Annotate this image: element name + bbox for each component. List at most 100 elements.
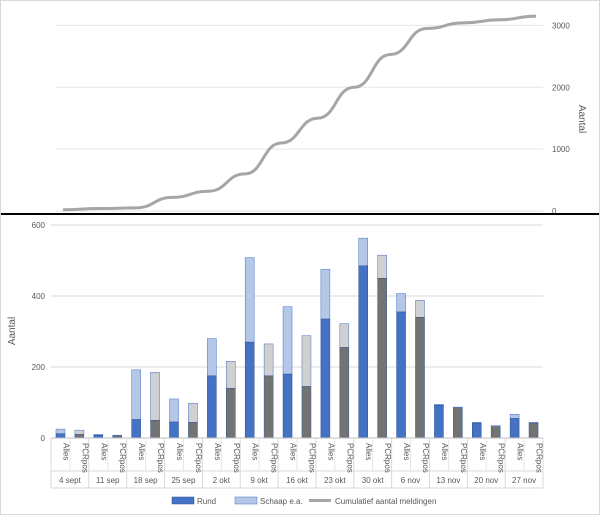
x-week-label-7: 23 okt — [324, 476, 347, 485]
legend-label-schaap: Schaap e.a. — [260, 497, 303, 506]
bar-series — [55, 237, 539, 439]
bar-rund-pcrpos-10 — [453, 407, 463, 439]
x-category-label-pcrpos-3: PCRpos — [194, 443, 203, 473]
line-tick-label-3: 3000 — [552, 21, 570, 30]
bar-chart-y-ticks: 0 200 400 600 — [32, 221, 46, 443]
bar-rund-pcrpos-6 — [301, 386, 312, 439]
bar-schaap-alles-12 — [509, 413, 520, 419]
bar-chart-y-axis-label: Aantal — [7, 317, 18, 345]
x-category-label-pcrpos-1: PCRpos — [118, 443, 127, 473]
x-category-label-alles-2: Alles — [137, 443, 146, 460]
bar-rund-pcrpos-0 — [74, 434, 85, 439]
x-week-label-9: 6 nov — [401, 476, 421, 485]
bar-rund-alles-11 — [472, 422, 482, 439]
line-tick-label-1: 1000 — [552, 145, 570, 154]
x-category-label-pcrpos-11: PCRpos — [497, 443, 506, 473]
x-category-label-alles-0: Alles — [61, 443, 70, 460]
bar-schaap-alles-0 — [55, 428, 66, 434]
line-tick-label-0: 0 — [552, 207, 557, 216]
x-category-label-pcrpos-12: PCRpos — [535, 443, 544, 473]
x-week-label-1: 11 sep — [96, 476, 120, 485]
x-category-label-alles-8: Alles — [364, 443, 373, 460]
line-tick-label-2: 2000 — [552, 83, 570, 92]
bar-rund-pcrpos-4 — [226, 388, 236, 439]
bar-schaap-pcrpos-5 — [263, 343, 274, 377]
bar-schaap-pcrpos-9 — [415, 300, 425, 318]
bar-chart-x-axis: Alles PCRpos 4 sept Alles PCRpos 11 sep Alles P… — [50, 437, 544, 489]
x-category-label-alles-5: Alles — [251, 443, 260, 460]
line-chart-y-axis-label: Aantal — [576, 105, 587, 133]
bar-rund-pcrpos-9 — [415, 317, 425, 439]
x-category-label-alles-6: Alles — [289, 443, 298, 460]
x-week-label-10: 13 nov — [436, 476, 460, 485]
x-category-label-pcrpos-2: PCRpos — [156, 443, 165, 473]
bar-rund-pcrpos-5 — [263, 375, 274, 439]
legend-swatch-rund — [171, 496, 195, 505]
bar-tick-label-1: 200 — [32, 363, 46, 372]
bar-schaap-alles-2 — [131, 369, 141, 420]
x-week-label-3: 25 sep — [171, 476, 196, 485]
bar-rund-alles-5 — [244, 341, 255, 439]
bar-schaap-pcrpos-7 — [339, 323, 350, 348]
bar-schaap-pcrpos-0 — [74, 429, 85, 435]
bar-rund-alles-9 — [396, 311, 406, 439]
x-week-label-6: 16 okt — [286, 476, 309, 485]
bar-rund-pcrpos-3 — [188, 422, 198, 439]
x-category-label-alles-11: Alles — [478, 443, 487, 460]
bar-chart-gridlines — [51, 224, 543, 439]
bar-schaap-alles-7 — [320, 269, 331, 320]
x-week-label-5: 9 okt — [250, 476, 268, 485]
bar-rund-alles-8 — [358, 265, 368, 439]
bar-rund-pcrpos-12 — [528, 422, 539, 439]
bar-rund-alles-0 — [55, 433, 66, 439]
legend-swatch-schaap — [234, 496, 258, 505]
x-category-label-pcrpos-9: PCRpos — [421, 443, 430, 473]
bar-schaap-alles-6 — [282, 306, 293, 375]
cumulative-line — [62, 14, 537, 212]
x-category-label-alles-9: Alles — [402, 443, 411, 460]
x-category-label-alles-10: Alles — [440, 443, 449, 460]
x-week-label-8: 30 okt — [362, 476, 385, 485]
bar-tick-label-0: 0 — [41, 434, 46, 443]
bar-schaap-pcrpos-3 — [188, 402, 198, 423]
bar-schaap-pcrpos-2 — [150, 372, 160, 421]
bar-tick-label-2: 400 — [32, 292, 46, 301]
x-category-label-pcrpos-7: PCRpos — [345, 443, 354, 473]
x-category-label-alles-1: Alles — [99, 443, 108, 460]
bar-schaap-pcrpos-8 — [377, 254, 387, 279]
bar-rund-alles-7 — [320, 318, 331, 439]
legend-label-rund: Rund — [197, 497, 216, 506]
bar-rund-alles-2 — [131, 419, 141, 439]
x-category-label-pcrpos-6: PCRpos — [307, 443, 316, 473]
bar-rund-alles-4 — [207, 375, 217, 439]
legend: Rund Schaap e.a. Cumulatief aantal meldi… — [171, 496, 436, 506]
x-week-label-4: 2 okt — [213, 476, 231, 485]
legend-label-cumulatief: Cumulatief aantal meldingen — [335, 497, 436, 506]
bar-rund-pcrpos-8 — [377, 278, 387, 439]
x-week-label-2: 18 sep — [134, 476, 159, 485]
bar-tick-label-3: 600 — [32, 221, 46, 230]
x-week-label-0: 4 sept — [59, 476, 82, 485]
x-category-label-pcrpos-4: PCRpos — [232, 443, 241, 473]
x-week-label-12: 27 nov — [512, 476, 536, 485]
bar-schaap-alles-3 — [169, 398, 179, 423]
bar-rund-alles-3 — [169, 421, 179, 439]
bar-schaap-alles-5 — [244, 257, 255, 343]
bar-schaap-pcrpos-4 — [226, 361, 236, 389]
line-chart-gridlines — [56, 24, 543, 212]
bar-schaap-alles-4 — [207, 338, 217, 377]
x-category-label-alles-12: Alles — [516, 443, 525, 460]
bar-rund-alles-10 — [434, 405, 444, 439]
bar-rund-pcrpos-2 — [150, 420, 160, 439]
x-category-label-alles-7: Alles — [326, 443, 335, 460]
x-week-label-11: 20 nov — [474, 476, 498, 485]
line-chart-y-ticks: 0 1000 2000 3000 — [552, 21, 570, 216]
x-category-label-pcrpos-0: PCRpos — [80, 443, 89, 473]
x-category-label-pcrpos-8: PCRpos — [383, 443, 392, 473]
bar-rund-pcrpos-11 — [490, 426, 501, 439]
bar-rund-alles-6 — [282, 373, 293, 439]
x-category-label-alles-3: Alles — [175, 443, 184, 460]
x-category-label-pcrpos-10: PCRpos — [459, 443, 468, 473]
